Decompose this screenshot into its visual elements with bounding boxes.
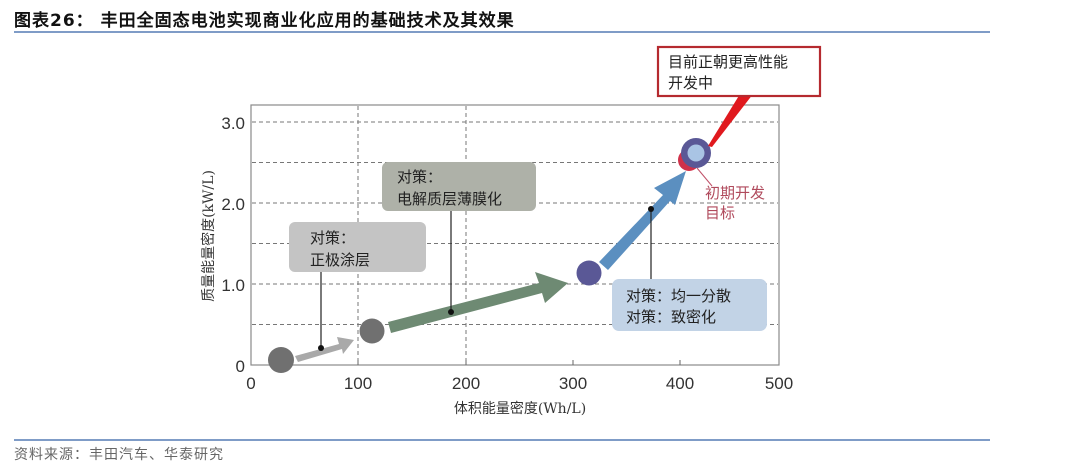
arrow-electrolyte-thinning: [388, 272, 568, 333]
target-label-line2: 目标: [705, 204, 735, 222]
callout-pointer: [708, 94, 753, 147]
callout-electrolyte: [382, 162, 536, 211]
callout3-line2: 对策：致密化: [626, 308, 716, 326]
leader-lines: [320, 209, 652, 348]
target-label-line1: 初期开发: [705, 184, 765, 202]
future-box-line2: 开发中: [668, 74, 713, 92]
x-axis-label: 体积能量密度(Wh/L): [454, 400, 586, 417]
future-development-box: [656, 45, 822, 98]
x-tick-marks: [357, 360, 681, 365]
marker-step2: [576, 260, 602, 286]
target-leader: [696, 167, 713, 187]
y-axis-label: 质量能量密度(kW/L): [200, 170, 217, 302]
callout3-line1: 对策：均一分散: [626, 287, 731, 305]
marker-step1: [359, 318, 385, 344]
x-tick-0: 0: [246, 374, 255, 393]
x-tick-100: 100: [344, 374, 372, 393]
callout2-line2: 电解质层薄膜化: [397, 190, 502, 208]
callout2-line1: 对策：: [397, 168, 442, 186]
marker-start: [268, 347, 294, 373]
source-note: 资料来源：丰田汽车、华泰研究: [14, 447, 224, 463]
callout1-line2: 正极涂层: [310, 251, 370, 269]
callout-cathode-coating: [289, 222, 426, 272]
marker-current-inner: [687, 144, 705, 162]
y-tick-2: 2.0: [221, 195, 245, 214]
x-tick-400: 400: [666, 374, 694, 393]
future-box-line1: 目前正朝更高性能: [668, 53, 788, 71]
arrow-uniform-dispersion: [599, 171, 686, 270]
x-tick-500: 500: [765, 374, 793, 393]
callout1-line1: 对策：: [310, 229, 355, 247]
leader-dots: [318, 206, 654, 351]
title-rule: [14, 31, 990, 33]
footer-rule: [14, 439, 990, 441]
callout-dispersion: [612, 279, 767, 331]
arrow-cathode-coating: [295, 337, 354, 362]
y-tick-3: 3.0: [221, 114, 245, 133]
x-tick-300: 300: [559, 374, 587, 393]
figure-title: 图表26： 丰田全固态电池实现商业化应用的基础技术及其效果: [14, 11, 515, 31]
x-tick-200: 200: [452, 374, 480, 393]
y-tick-0: 0: [236, 357, 245, 376]
y-tick-1: 1.0: [221, 276, 245, 295]
